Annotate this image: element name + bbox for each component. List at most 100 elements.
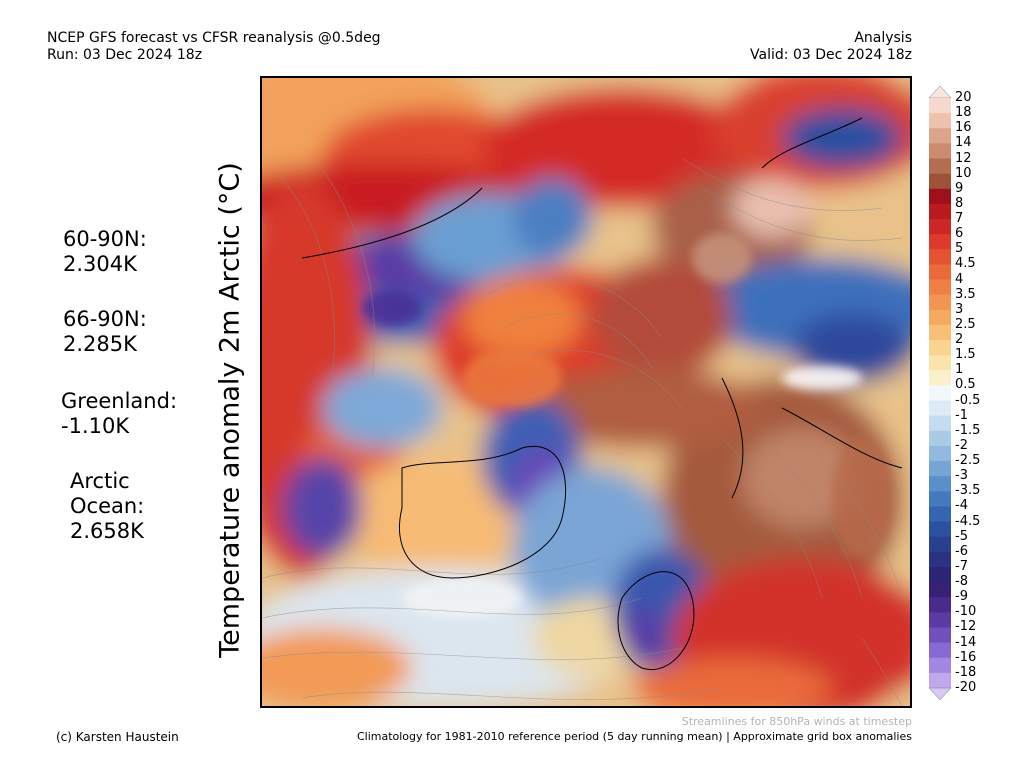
colorbar-segment [929, 400, 951, 417]
colorbar-label: -6 [955, 543, 968, 559]
colorbar-segment [929, 203, 951, 220]
colorbar-segment [929, 476, 951, 492]
colorbar-segment [929, 355, 951, 371]
colorbar-segment [929, 506, 951, 523]
colorbar-label: 8 [955, 195, 964, 211]
colorbar-segment [929, 582, 951, 598]
colorbar-segment [929, 158, 951, 175]
colorbar-label: 18 [955, 105, 972, 121]
header-right: Analysis Valid: 03 Dec 2024 18z [750, 30, 912, 64]
map-canvas [262, 78, 910, 706]
colorbar-label: -7 [955, 558, 968, 574]
colorbar-segment [929, 491, 951, 507]
colorbar-segment [929, 98, 951, 114]
colorbar-label: 6 [955, 226, 964, 242]
colorbar-label: -10 [955, 604, 977, 620]
colorbar-label: -0.5 [955, 392, 981, 408]
colorbar-label: 1 [955, 362, 964, 378]
model-title: NCEP GFS forecast vs CFSR reanalysis @0.… [47, 30, 381, 46]
colorbar-segment [929, 128, 951, 144]
colorbar-segment [929, 294, 951, 311]
colorbar-segment [929, 370, 951, 386]
colorbar-label: 0.5 [955, 377, 976, 393]
streamlines-note: Streamlines for 850hPa winds at timestep [681, 715, 912, 728]
colorbar-label: 4 [955, 271, 964, 287]
colorbar-segment [929, 536, 951, 553]
colorbar-under-arrow [929, 687, 951, 700]
colorbar-segment [929, 521, 951, 538]
colorbar-label: 1.5 [955, 347, 976, 363]
colorbar-label: 9 [955, 180, 964, 196]
colorbar-segment [929, 597, 951, 613]
anomaly-map [260, 76, 912, 708]
colorbar-label: -16 [955, 649, 977, 665]
colorbar-segment [929, 188, 951, 205]
vertical-title: Temperature anomaly 2m Arctic (°C) [214, 162, 246, 658]
colorbar-label: 3 [955, 301, 964, 317]
wind-streamlines [262, 157, 903, 706]
colorbar-over-arrow [929, 86, 951, 99]
colorbar-label: -12 [955, 619, 977, 635]
colorbar-segment [929, 264, 951, 281]
colorbar-label: 2 [955, 332, 964, 348]
colorbar-segment [929, 415, 951, 432]
credit: (c) Karsten Haustein [56, 730, 179, 744]
colorbar-label: -5 [955, 528, 968, 544]
coastlines [301, 117, 903, 670]
colorbar-segment [929, 657, 951, 674]
colorbar-label: -1.5 [955, 422, 981, 438]
colorbar-label: 16 [955, 120, 972, 136]
colorbar-segment [929, 249, 951, 265]
header-left: NCEP GFS forecast vs CFSR reanalysis @0.… [47, 30, 381, 64]
colorbar-label: -2.5 [955, 453, 981, 469]
colorbar-label: -1 [955, 407, 968, 423]
colorbar-label: 2.5 [955, 316, 976, 332]
colorbar-label: 20 [955, 90, 972, 105]
colorbar-segment [929, 219, 951, 235]
colorbar-segment [929, 340, 951, 356]
colorbar-label: 3.5 [955, 286, 976, 302]
analysis-label: Analysis [854, 30, 912, 46]
colorbar-label: -8 [955, 574, 968, 590]
colorbar-segment [929, 279, 951, 296]
stat-greenland: Greenland: -1.10K [61, 389, 178, 438]
colorbar-label: -4 [955, 498, 968, 514]
colorbar-segment [929, 551, 951, 568]
colorbar-segment [929, 234, 951, 250]
colorbar-segment [929, 173, 951, 190]
colorbar-segment [929, 309, 951, 326]
colorbar-segment [929, 324, 951, 341]
valid-time: Valid: 03 Dec 2024 18z [750, 47, 912, 63]
colorbar-segment [929, 672, 951, 689]
anomaly-details [362, 233, 892, 618]
colorbar-label: -2 [955, 437, 968, 453]
colorbar-label: -4.5 [955, 513, 981, 529]
climatology-note: Climatology for 1981-2010 reference peri… [356, 730, 912, 743]
colorbar-label: 12 [955, 150, 972, 166]
colorbar-segment [929, 612, 951, 628]
colorbar-label: 10 [955, 165, 972, 181]
colorbar-segment [929, 627, 951, 644]
stat-60-90n: 60-90N: 2.304K [63, 227, 147, 276]
colorbar-label: -9 [955, 589, 968, 605]
colorbar-label: -14 [955, 634, 977, 650]
anomaly-field [262, 78, 910, 706]
stat-66-90n: 66-90N: 2.285K [63, 307, 147, 356]
colorbar-label: -3 [955, 468, 968, 484]
colorbar-segment [929, 642, 951, 659]
colorbar-segment [929, 113, 951, 129]
colorbar [929, 86, 951, 700]
stat-arctic-ocean: Arctic Ocean: 2.658K [70, 469, 145, 543]
colorbar-label: 5 [955, 241, 964, 257]
colorbar-segment [929, 430, 951, 447]
colorbar-label: 14 [955, 135, 972, 151]
colorbar-segment [929, 143, 951, 160]
colorbar-label: -18 [955, 664, 977, 680]
colorbar-label: -3.5 [955, 483, 981, 499]
run-time: Run: 03 Dec 2024 18z [47, 47, 203, 63]
colorbar-segment [929, 445, 951, 462]
colorbar-label: 4.5 [955, 256, 976, 272]
colorbar-segment [929, 566, 951, 583]
colorbar-segment [929, 461, 951, 477]
colorbar-label: -20 [955, 680, 977, 695]
